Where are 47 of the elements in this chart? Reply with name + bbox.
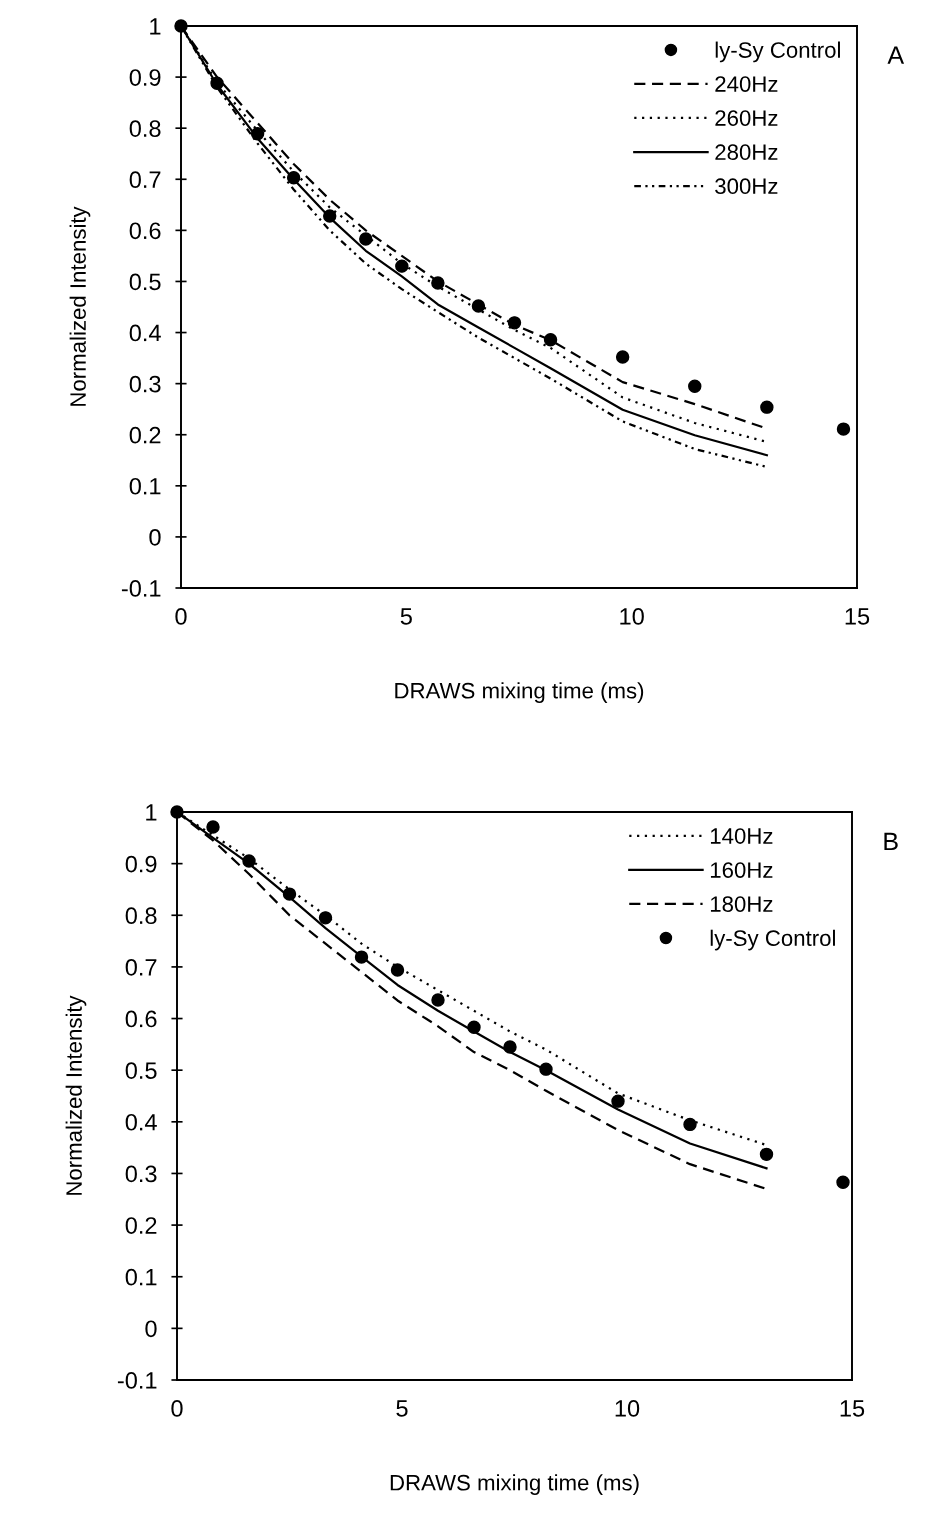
y-tick-label: 0.2 bbox=[129, 426, 161, 444]
legend-label: ly-Sy Control bbox=[710, 929, 835, 951]
x-tick-label: 5 bbox=[396, 1400, 408, 1417]
y-tick-label: 0.6 bbox=[125, 1010, 157, 1028]
y-tick-label: 0.5 bbox=[125, 1062, 157, 1079]
x-tick-label: 10 bbox=[620, 608, 644, 625]
y-tick-label: 1 bbox=[146, 804, 157, 821]
y-tick-label: 0.9 bbox=[129, 69, 161, 86]
x-tick-label: 0 bbox=[175, 608, 187, 625]
y-tick-label: -0.1 bbox=[121, 580, 161, 597]
legend-label: ly-Sy Control bbox=[715, 41, 840, 63]
y-tick-label: 0.4 bbox=[129, 324, 161, 342]
y-tick-label: 0.9 bbox=[125, 855, 157, 873]
legend-label: 160Hz bbox=[710, 862, 773, 878]
x-axis-title: DRAWS mixing time (ms) bbox=[395, 682, 644, 703]
x-tick-label: 5 bbox=[400, 608, 412, 625]
x-tick-label: 15 bbox=[845, 608, 870, 625]
y-tick-label: 0.8 bbox=[125, 907, 157, 925]
y-tick-label: 0.2 bbox=[125, 1217, 157, 1234]
y-axis-title: Normalized Intensity bbox=[69, 206, 91, 406]
x-tick-label: 10 bbox=[615, 1400, 640, 1417]
y-tick-label: 0 bbox=[145, 1320, 157, 1338]
x-tick-label: 0 bbox=[171, 1400, 183, 1417]
legend-label: 180Hz bbox=[710, 896, 773, 912]
y-tick-label: 0.1 bbox=[129, 477, 161, 495]
legend-label: 260Hz bbox=[715, 110, 778, 126]
y-tick-label: 0.8 bbox=[129, 120, 161, 137]
y-tick-label: 0.7 bbox=[129, 171, 161, 189]
y-tick-label: 0.7 bbox=[125, 958, 157, 976]
y-tick-label: 1 bbox=[150, 18, 161, 35]
legend-label: 280Hz bbox=[715, 144, 778, 161]
legend-label: 300Hz bbox=[715, 178, 778, 195]
y-tick-label: 0.6 bbox=[129, 222, 161, 240]
x-tick-label: 15 bbox=[840, 1400, 865, 1417]
text: B bbox=[884, 832, 898, 850]
y-tick-label: -0.1 bbox=[117, 1372, 157, 1389]
y-tick-label: 0 bbox=[149, 528, 161, 546]
y-tick-label: 0.4 bbox=[125, 1113, 157, 1131]
legend-label: 140Hz bbox=[710, 828, 773, 844]
text: A bbox=[887, 46, 905, 64]
y-axis-title: Normalized Intensity bbox=[65, 995, 87, 1195]
y-tick-label: 0.5 bbox=[129, 273, 161, 291]
y-tick-label: 0.1 bbox=[125, 1268, 157, 1286]
y-tick-label: 0.3 bbox=[129, 375, 161, 393]
y-tick-label: 0.3 bbox=[125, 1165, 157, 1183]
x-axis-title: DRAWS mixing time (ms) bbox=[390, 1474, 639, 1495]
legend-label: 240Hz bbox=[715, 76, 778, 92]
